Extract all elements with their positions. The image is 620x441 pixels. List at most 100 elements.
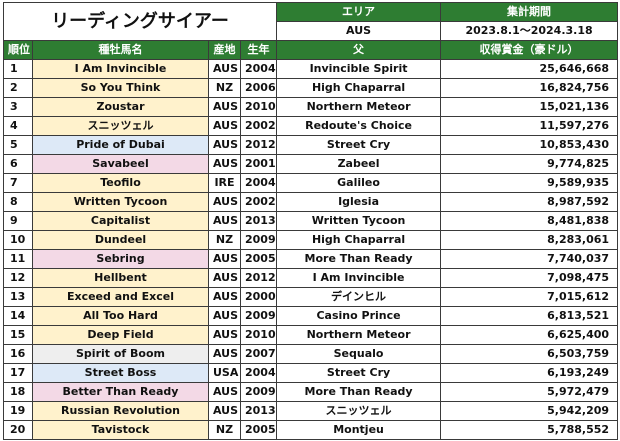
sire-name-cell[interactable]: Deep Field: [32, 325, 209, 345]
year-cell[interactable]: 2009: [239, 230, 278, 250]
period-value[interactable]: 2023.8.1～2024.3.18: [440, 21, 619, 41]
origin-cell[interactable]: AUS: [208, 344, 241, 364]
father-cell[interactable]: Street Cry: [276, 363, 442, 383]
area-label[interactable]: エリア: [276, 2, 442, 22]
origin-cell[interactable]: IRE: [208, 173, 241, 193]
year-cell[interactable]: 2009: [239, 306, 278, 326]
rank-cell[interactable]: 14: [3, 306, 33, 326]
rank-cell[interactable]: 13: [3, 287, 33, 307]
father-cell[interactable]: High Chaparral: [276, 78, 442, 98]
origin-cell[interactable]: NZ: [208, 420, 241, 440]
father-cell[interactable]: Northern Meteor: [276, 97, 442, 117]
year-cell[interactable]: 2010: [239, 325, 278, 345]
earnings-cell[interactable]: 16,824,756: [440, 78, 619, 98]
origin-cell[interactable]: AUS: [208, 154, 241, 174]
sire-name-cell[interactable]: スニッツェル: [32, 116, 209, 136]
earnings-cell[interactable]: 6,503,759: [440, 344, 619, 364]
earnings-cell[interactable]: 7,740,037: [440, 249, 619, 269]
rank-cell[interactable]: 15: [3, 325, 33, 345]
father-cell[interactable]: High Chaparral: [276, 230, 442, 250]
earnings-cell[interactable]: 6,193,249: [440, 363, 619, 383]
rank-cell[interactable]: 9: [3, 211, 33, 231]
year-cell[interactable]: 2002: [239, 116, 278, 136]
earnings-cell[interactable]: 7,015,612: [440, 287, 619, 307]
father-cell[interactable]: More Than Ready: [276, 249, 442, 269]
origin-cell[interactable]: AUS: [208, 135, 241, 155]
earnings-cell[interactable]: 8,283,061: [440, 230, 619, 250]
father-cell[interactable]: スニッツェル: [276, 401, 442, 421]
table-title[interactable]: リーディングサイアー: [2, 2, 278, 41]
origin-cell[interactable]: USA: [208, 363, 241, 383]
father-cell[interactable]: Redoute's Choice: [276, 116, 442, 136]
rank-cell[interactable]: 8: [3, 192, 33, 212]
period-label[interactable]: 集計期間: [440, 2, 619, 22]
earnings-cell[interactable]: 9,589,935: [440, 173, 619, 193]
sire-name-cell[interactable]: Spirit of Boom: [32, 344, 209, 364]
earnings-cell[interactable]: 10,853,430: [440, 135, 619, 155]
col-header-sire-name[interactable]: 種牡馬名: [32, 40, 209, 60]
origin-cell[interactable]: AUS: [208, 306, 241, 326]
origin-cell[interactable]: AUS: [208, 116, 241, 136]
year-cell[interactable]: 2001: [239, 154, 278, 174]
earnings-cell[interactable]: 11,597,276: [440, 116, 619, 136]
earnings-cell[interactable]: 8,481,838: [440, 211, 619, 231]
father-cell[interactable]: I Am Invincible: [276, 268, 442, 288]
earnings-cell[interactable]: 5,972,479: [440, 382, 619, 402]
year-cell[interactable]: 2004: [239, 173, 278, 193]
year-cell[interactable]: 2006: [239, 78, 278, 98]
origin-cell[interactable]: AUS: [208, 382, 241, 402]
rank-cell[interactable]: 10: [3, 230, 33, 250]
origin-cell[interactable]: AUS: [208, 268, 241, 288]
father-cell[interactable]: Northern Meteor: [276, 325, 442, 345]
earnings-cell[interactable]: 25,646,668: [440, 59, 619, 79]
origin-cell[interactable]: AUS: [208, 287, 241, 307]
sire-name-cell[interactable]: Sebring: [32, 249, 209, 269]
father-cell[interactable]: Zabeel: [276, 154, 442, 174]
sire-name-cell[interactable]: Hellbent: [32, 268, 209, 288]
father-cell[interactable]: Casino Prince: [276, 306, 442, 326]
year-cell[interactable]: 2002: [239, 192, 278, 212]
earnings-cell[interactable]: 5,788,552: [440, 420, 619, 440]
father-cell[interactable]: デインヒル: [276, 287, 442, 307]
year-cell[interactable]: 2010: [239, 97, 278, 117]
col-header-father[interactable]: 父: [276, 40, 442, 60]
year-cell[interactable]: 2005: [239, 249, 278, 269]
origin-cell[interactable]: AUS: [208, 211, 241, 231]
earnings-cell[interactable]: 7,098,475: [440, 268, 619, 288]
rank-cell[interactable]: 18: [3, 382, 33, 402]
sire-name-cell[interactable]: Better Than Ready: [32, 382, 209, 402]
rank-cell[interactable]: 12: [3, 268, 33, 288]
rank-cell[interactable]: 19: [3, 401, 33, 421]
year-cell[interactable]: 2007: [239, 344, 278, 364]
father-cell[interactable]: Street Cry: [276, 135, 442, 155]
rank-cell[interactable]: 11: [3, 249, 33, 269]
rank-cell[interactable]: 17: [3, 363, 33, 383]
year-cell[interactable]: 2009: [239, 382, 278, 402]
earnings-cell[interactable]: 15,021,136: [440, 97, 619, 117]
sire-name-cell[interactable]: So You Think: [32, 78, 209, 98]
sire-name-cell[interactable]: Written Tycoon: [32, 192, 209, 212]
sire-name-cell[interactable]: Tavistock: [32, 420, 209, 440]
father-cell[interactable]: Galileo: [276, 173, 442, 193]
rank-cell[interactable]: 4: [3, 116, 33, 136]
earnings-cell[interactable]: 6,813,521: [440, 306, 619, 326]
sire-name-cell[interactable]: Savabeel: [32, 154, 209, 174]
origin-cell[interactable]: AUS: [208, 192, 241, 212]
rank-cell[interactable]: 2: [3, 78, 33, 98]
sire-name-cell[interactable]: Teofilo: [32, 173, 209, 193]
earnings-cell[interactable]: 8,987,592: [440, 192, 619, 212]
year-cell[interactable]: 2005: [239, 420, 278, 440]
earnings-cell[interactable]: 5,942,209: [440, 401, 619, 421]
father-cell[interactable]: Sequalo: [276, 344, 442, 364]
rank-cell[interactable]: 7: [3, 173, 33, 193]
year-cell[interactable]: 2013: [239, 211, 278, 231]
origin-cell[interactable]: AUS: [208, 97, 241, 117]
sire-name-cell[interactable]: Capitalist: [32, 211, 209, 231]
father-cell[interactable]: Montjeu: [276, 420, 442, 440]
origin-cell[interactable]: AUS: [208, 401, 241, 421]
rank-cell[interactable]: 1: [3, 59, 33, 79]
col-header-earnings[interactable]: 収得賞金（豪ドル）: [440, 40, 619, 60]
year-cell[interactable]: 2012: [239, 268, 278, 288]
rank-cell[interactable]: 20: [3, 420, 33, 440]
sire-name-cell[interactable]: Exceed and Excel: [32, 287, 209, 307]
